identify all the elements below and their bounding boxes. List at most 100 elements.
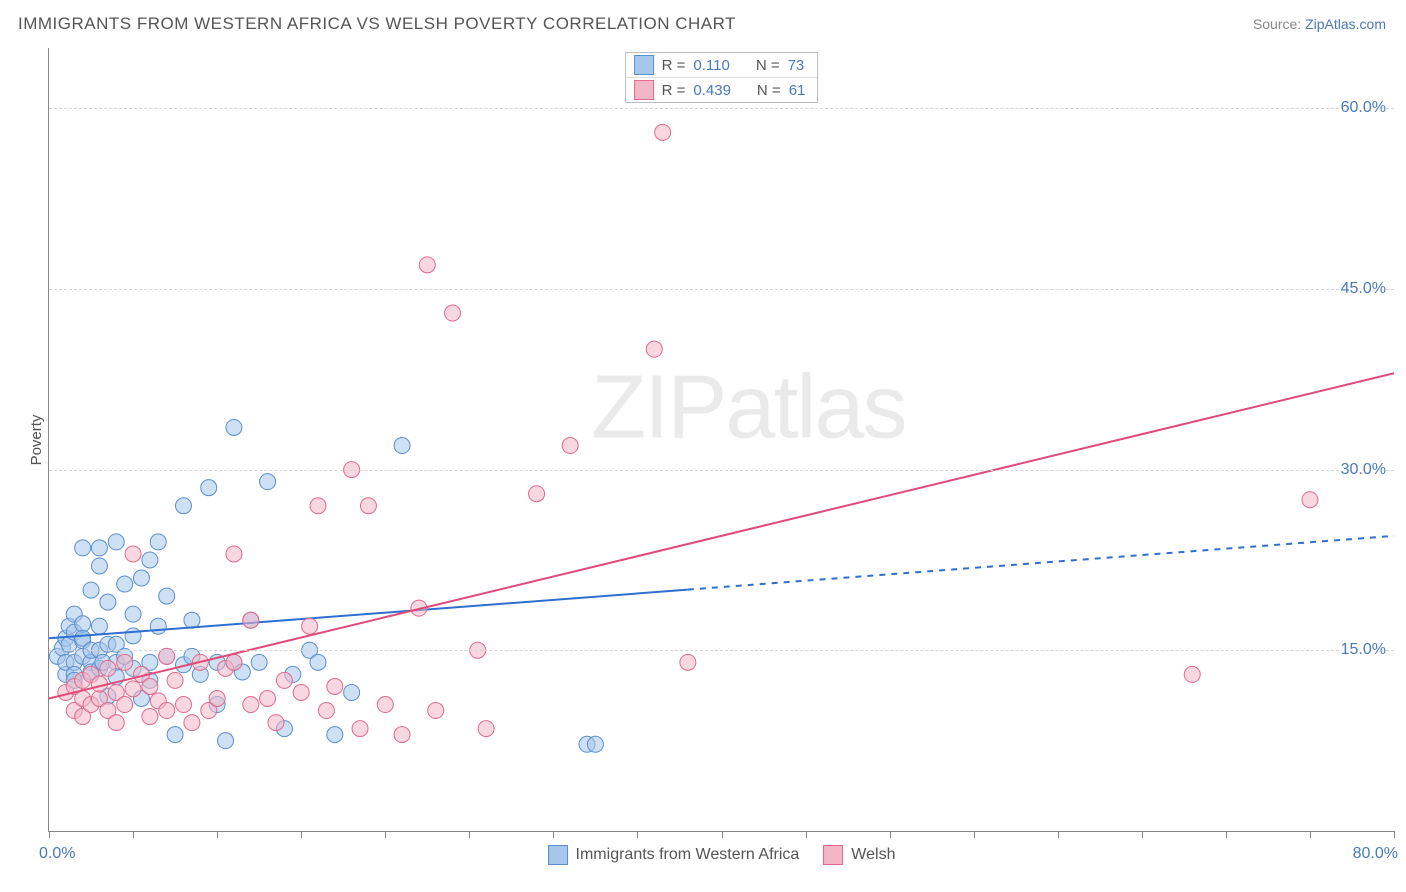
data-point — [150, 534, 166, 550]
x-tick — [806, 831, 807, 838]
data-point — [680, 654, 696, 670]
data-point — [268, 715, 284, 731]
data-point — [117, 576, 133, 592]
correlation-legend: R = 0.110 N = 73 R = 0.439 N = 61 — [625, 52, 819, 103]
data-point — [125, 681, 141, 697]
data-point — [529, 486, 545, 502]
data-point — [176, 498, 192, 514]
x-tick — [890, 831, 891, 838]
x-tick — [974, 831, 975, 838]
data-point — [108, 534, 124, 550]
data-point — [478, 721, 494, 737]
data-point — [117, 654, 133, 670]
gridline — [49, 289, 1394, 290]
y-axis-title: Poverty — [28, 414, 45, 465]
data-point — [1302, 492, 1318, 508]
gridline — [49, 470, 1394, 471]
data-point — [83, 582, 99, 598]
data-point — [310, 654, 326, 670]
scatter-chart: ZIPatlas Poverty 0.0% 80.0% R = 0.110 N … — [48, 48, 1394, 832]
legend-n-label-1: N = — [757, 82, 781, 99]
data-point — [226, 419, 242, 435]
gridline — [49, 650, 1394, 651]
gridline — [49, 108, 1394, 109]
data-point — [562, 438, 578, 454]
x-tick — [553, 831, 554, 838]
x-tick — [1226, 831, 1227, 838]
data-point — [394, 438, 410, 454]
legend-swatch-0 — [634, 55, 654, 75]
y-tick-label: 15.0% — [1341, 641, 1386, 659]
data-point — [159, 588, 175, 604]
data-point — [327, 678, 343, 694]
x-tick — [1142, 831, 1143, 838]
data-point — [75, 540, 91, 556]
data-point — [419, 257, 435, 273]
data-point — [125, 546, 141, 562]
source-prefix: Source: — [1253, 16, 1305, 32]
data-point — [117, 697, 133, 713]
series-legend: Immigrants from Western Africa Welsh — [548, 845, 896, 865]
legend-row-1: R = 0.439 N = 61 — [626, 77, 818, 102]
x-tick — [722, 831, 723, 838]
data-point — [310, 498, 326, 514]
x-tick — [301, 831, 302, 838]
legend-bottom-swatch-1 — [823, 845, 843, 865]
x-tick — [1310, 831, 1311, 838]
data-point — [142, 709, 158, 725]
legend-n-value-0: 73 — [788, 57, 805, 74]
data-point — [587, 736, 603, 752]
data-point — [100, 594, 116, 610]
data-point — [125, 606, 141, 622]
data-point — [377, 697, 393, 713]
data-point — [655, 124, 671, 140]
data-point — [344, 684, 360, 700]
data-point — [142, 678, 158, 694]
chart-header: IMMIGRANTS FROM WESTERN AFRICA VS WELSH … — [0, 0, 1406, 48]
data-point — [108, 715, 124, 731]
data-point — [302, 618, 318, 634]
legend-n-value-1: 61 — [789, 82, 806, 99]
data-point — [150, 618, 166, 634]
data-point — [226, 546, 242, 562]
data-point — [218, 733, 234, 749]
legend-bottom-label-1: Welsh — [851, 846, 895, 864]
data-point — [260, 474, 276, 490]
data-point — [167, 727, 183, 743]
legend-item-0: Immigrants from Western Africa — [548, 845, 800, 865]
x-tick — [469, 831, 470, 838]
data-point — [125, 628, 141, 644]
chart-title: IMMIGRANTS FROM WESTERN AFRICA VS WELSH … — [18, 14, 736, 34]
data-point — [201, 480, 217, 496]
data-point — [428, 703, 444, 719]
data-point — [260, 690, 276, 706]
data-point — [91, 540, 107, 556]
data-point — [352, 721, 368, 737]
data-point — [142, 552, 158, 568]
legend-swatch-1 — [634, 80, 654, 100]
data-point — [167, 672, 183, 688]
legend-r-value-0: 0.110 — [693, 57, 729, 74]
data-point — [184, 715, 200, 731]
data-point — [226, 654, 242, 670]
x-tick — [1394, 831, 1395, 838]
data-point — [646, 341, 662, 357]
data-point — [394, 727, 410, 743]
data-point — [445, 305, 461, 321]
data-point — [318, 703, 334, 719]
data-point — [209, 690, 225, 706]
trend-line-dashed — [688, 536, 1394, 590]
legend-row-0: R = 0.110 N = 73 — [626, 53, 818, 77]
data-point — [159, 703, 175, 719]
data-point — [293, 684, 309, 700]
legend-r-label-1: R = — [662, 82, 686, 99]
source-link[interactable]: ZipAtlas.com — [1305, 16, 1386, 32]
x-axis-max-label: 80.0% — [1353, 845, 1398, 863]
data-point — [176, 697, 192, 713]
x-tick — [1058, 831, 1059, 838]
y-tick-label: 30.0% — [1341, 461, 1386, 479]
x-tick — [637, 831, 638, 838]
x-tick — [385, 831, 386, 838]
trend-line — [49, 590, 688, 639]
x-axis-min-label: 0.0% — [39, 845, 75, 863]
